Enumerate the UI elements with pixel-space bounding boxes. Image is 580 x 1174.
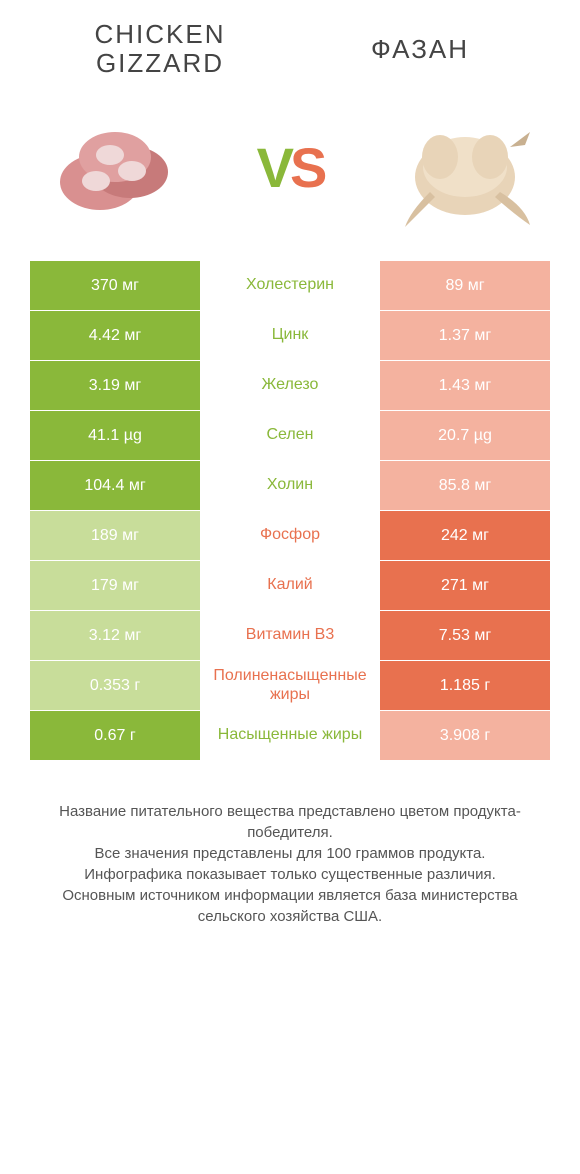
nutrient-label: Полиненасыщенные жиры (200, 661, 380, 710)
right-product-title: ФАЗАН (290, 20, 550, 65)
nutrient-label: Калий (200, 561, 380, 610)
left-value-cell: 3.19 мг (30, 361, 200, 410)
table-row: 189 мгФосфор242 мг (30, 511, 550, 561)
right-value-cell: 3.908 г (380, 711, 550, 760)
table-row: 0.67 гНасыщенные жиры3.908 г (30, 711, 550, 761)
titles-row: CHICKENGIZZARD ФАЗАН (30, 20, 550, 77)
footer-line-3: Инфографика показывает только существенн… (40, 864, 540, 885)
right-value-cell: 7.53 мг (380, 611, 550, 660)
nutrient-label: Селен (200, 411, 380, 460)
left-product-image (30, 97, 200, 237)
nutrient-label: Холин (200, 461, 380, 510)
footer-line-2: Все значения представлены для 100 граммо… (40, 843, 540, 864)
nutrient-label: Цинк (200, 311, 380, 360)
nutrient-label: Холестерин (200, 261, 380, 310)
table-row: 0.353 гПолиненасыщенные жиры1.185 г (30, 661, 550, 711)
left-value-cell: 189 мг (30, 511, 200, 560)
right-value-cell: 89 мг (380, 261, 550, 310)
left-value-cell: 104.4 мг (30, 461, 200, 510)
table-row: 4.42 мгЦинк1.37 мг (30, 311, 550, 361)
infographic-container: CHICKENGIZZARD ФАЗАН VS (0, 0, 580, 927)
comparison-table: 370 мгХолестерин89 мг4.42 мгЦинк1.37 мг3… (30, 261, 550, 761)
left-value-cell: 370 мг (30, 261, 200, 310)
left-value-cell: 0.67 г (30, 711, 200, 760)
table-row: 370 мгХолестерин89 мг (30, 261, 550, 311)
vs-s: S (290, 136, 323, 199)
left-value-cell: 0.353 г (30, 661, 200, 710)
table-row: 3.19 мгЖелезо1.43 мг (30, 361, 550, 411)
images-row: VS (30, 97, 550, 237)
table-row: 3.12 мгВитамин B37.53 мг (30, 611, 550, 661)
right-value-cell: 20.7 µg (380, 411, 550, 460)
nutrient-label: Насыщенные жиры (200, 711, 380, 760)
table-row: 41.1 µgСелен20.7 µg (30, 411, 550, 461)
right-value-cell: 1.43 мг (380, 361, 550, 410)
left-value-cell: 179 мг (30, 561, 200, 610)
footer-line-1: Название питательного вещества представл… (40, 801, 540, 843)
left-value-cell: 41.1 µg (30, 411, 200, 460)
footer-line-4: Основным источником информации является … (40, 885, 540, 927)
right-product-image (380, 97, 550, 237)
table-row: 179 мгКалий271 мг (30, 561, 550, 611)
left-product-title: CHICKENGIZZARD (30, 20, 290, 77)
nutrient-label: Железо (200, 361, 380, 410)
right-value-cell: 271 мг (380, 561, 550, 610)
right-value-cell: 85.8 мг (380, 461, 550, 510)
right-value-cell: 1.185 г (380, 661, 550, 710)
right-value-cell: 1.37 мг (380, 311, 550, 360)
table-row: 104.4 мгХолин85.8 мг (30, 461, 550, 511)
left-value-cell: 3.12 мг (30, 611, 200, 660)
nutrient-label: Витамин B3 (200, 611, 380, 660)
footer-notes: Название питательного вещества представл… (30, 801, 550, 927)
vs-v: V (257, 136, 290, 199)
left-value-cell: 4.42 мг (30, 311, 200, 360)
right-value-cell: 242 мг (380, 511, 550, 560)
vs-label: VS (257, 135, 324, 200)
nutrient-label: Фосфор (200, 511, 380, 560)
